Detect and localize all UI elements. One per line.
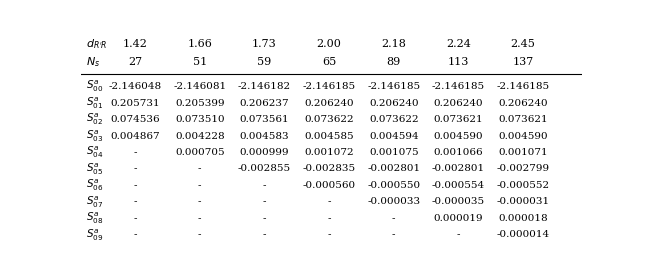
Text: 113: 113 — [448, 57, 469, 68]
Text: $d_{R^{\prime}R}$: $d_{R^{\prime}R}$ — [86, 38, 107, 51]
Text: -: - — [198, 214, 201, 223]
Text: $S^a_{01}$: $S^a_{01}$ — [86, 95, 103, 111]
Text: 65: 65 — [322, 57, 336, 68]
Text: -2.146081: -2.146081 — [173, 82, 226, 91]
Text: 0.206240: 0.206240 — [433, 99, 483, 108]
Text: 89: 89 — [387, 57, 401, 68]
Text: -: - — [133, 148, 137, 157]
Text: 1.73: 1.73 — [252, 39, 277, 49]
Text: 51: 51 — [193, 57, 207, 68]
Text: -0.000560: -0.000560 — [303, 181, 356, 190]
Text: 1.42: 1.42 — [122, 39, 148, 49]
Text: -0.000552: -0.000552 — [496, 181, 550, 190]
Text: 0.000999: 0.000999 — [239, 148, 289, 157]
Text: -: - — [263, 197, 266, 206]
Text: -: - — [327, 230, 331, 239]
Text: 0.000019: 0.000019 — [433, 214, 483, 223]
Text: $S^a_{04}$: $S^a_{04}$ — [86, 145, 104, 160]
Text: 0.073510: 0.073510 — [175, 115, 225, 124]
Text: 1.66: 1.66 — [187, 39, 212, 49]
Text: $S^a_{03}$: $S^a_{03}$ — [86, 128, 103, 144]
Text: 0.073621: 0.073621 — [498, 115, 548, 124]
Text: -0.002801: -0.002801 — [432, 164, 485, 174]
Text: -0.002835: -0.002835 — [303, 164, 356, 174]
Text: 0.206237: 0.206237 — [239, 99, 289, 108]
Text: 0.004590: 0.004590 — [498, 132, 548, 140]
Text: -: - — [133, 230, 137, 239]
Text: 59: 59 — [258, 57, 272, 68]
Text: 0.001075: 0.001075 — [369, 148, 419, 157]
Text: 2.18: 2.18 — [381, 39, 406, 49]
Text: -: - — [133, 214, 137, 223]
Text: -2.146185: -2.146185 — [496, 82, 550, 91]
Text: -: - — [133, 197, 137, 206]
Text: -: - — [198, 230, 201, 239]
Text: -0.002799: -0.002799 — [496, 164, 550, 174]
Text: -0.000035: -0.000035 — [432, 197, 485, 206]
Text: 2.45: 2.45 — [510, 39, 536, 49]
Text: 0.074536: 0.074536 — [110, 115, 160, 124]
Text: -: - — [198, 197, 201, 206]
Text: -0.002855: -0.002855 — [238, 164, 291, 174]
Text: 0.004594: 0.004594 — [369, 132, 419, 140]
Text: -0.000033: -0.000033 — [367, 197, 421, 206]
Text: -2.146185: -2.146185 — [432, 82, 485, 91]
Text: -2.146185: -2.146185 — [367, 82, 421, 91]
Text: -: - — [198, 164, 201, 174]
Text: $S^a_{07}$: $S^a_{07}$ — [86, 194, 103, 210]
Text: -0.000550: -0.000550 — [367, 181, 421, 190]
Text: 0.004867: 0.004867 — [110, 132, 160, 140]
Text: 0.206240: 0.206240 — [304, 99, 354, 108]
Text: 0.000705: 0.000705 — [175, 148, 225, 157]
Text: 2.00: 2.00 — [316, 39, 342, 49]
Text: -: - — [392, 230, 395, 239]
Text: 0.004590: 0.004590 — [433, 132, 483, 140]
Text: -: - — [457, 230, 460, 239]
Text: 0.004585: 0.004585 — [304, 132, 354, 140]
Text: -: - — [263, 214, 266, 223]
Text: 0.073561: 0.073561 — [239, 115, 289, 124]
Text: -0.000554: -0.000554 — [432, 181, 485, 190]
Text: 0.206240: 0.206240 — [369, 99, 419, 108]
Text: -: - — [327, 197, 331, 206]
Text: 0.004583: 0.004583 — [239, 132, 289, 140]
Text: -: - — [133, 181, 137, 190]
Text: 2.24: 2.24 — [446, 39, 471, 49]
Text: -0.000014: -0.000014 — [496, 230, 550, 239]
Text: 0.206240: 0.206240 — [498, 99, 548, 108]
Text: $S^a_{05}$: $S^a_{05}$ — [86, 161, 103, 177]
Text: -2.146048: -2.146048 — [109, 82, 162, 91]
Text: $S^a_{00}$: $S^a_{00}$ — [86, 79, 104, 94]
Text: -: - — [133, 164, 137, 174]
Text: 0.001072: 0.001072 — [304, 148, 354, 157]
Text: 0.001066: 0.001066 — [433, 148, 483, 157]
Text: -: - — [263, 230, 266, 239]
Text: 0.073622: 0.073622 — [369, 115, 419, 124]
Text: 137: 137 — [512, 57, 534, 68]
Text: -0.002801: -0.002801 — [367, 164, 421, 174]
Text: $S^a_{08}$: $S^a_{08}$ — [86, 211, 104, 226]
Text: -: - — [327, 214, 331, 223]
Text: 0.205399: 0.205399 — [175, 99, 225, 108]
Text: -2.146185: -2.146185 — [303, 82, 356, 91]
Text: $S^a_{06}$: $S^a_{06}$ — [86, 178, 104, 193]
Text: -2.146182: -2.146182 — [238, 82, 291, 91]
Text: 0.001071: 0.001071 — [498, 148, 548, 157]
Text: 0.205731: 0.205731 — [110, 99, 160, 108]
Text: 27: 27 — [128, 57, 142, 68]
Text: $S^a_{09}$: $S^a_{09}$ — [86, 227, 104, 243]
Text: -: - — [263, 181, 266, 190]
Text: $S^a_{02}$: $S^a_{02}$ — [86, 112, 103, 127]
Text: -: - — [198, 181, 201, 190]
Text: -0.000031: -0.000031 — [496, 197, 550, 206]
Text: 0.073622: 0.073622 — [304, 115, 354, 124]
Text: -: - — [392, 214, 395, 223]
Text: $N_s$: $N_s$ — [86, 56, 100, 69]
Text: 0.004228: 0.004228 — [175, 132, 225, 140]
Text: 0.073621: 0.073621 — [433, 115, 483, 124]
Text: 0.000018: 0.000018 — [498, 214, 548, 223]
